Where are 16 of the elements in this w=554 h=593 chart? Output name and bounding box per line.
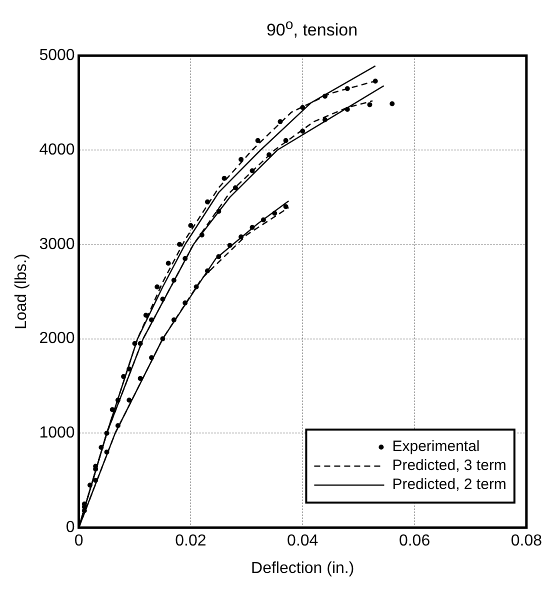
y-tick-label: 2000 <box>39 330 75 348</box>
y-tick-label: 1000 <box>39 424 75 442</box>
x-tick-label: 0.08 <box>510 532 542 550</box>
legend-label: Experimental <box>392 438 480 456</box>
legend-label: Predicted, 2 term <box>392 476 506 494</box>
y-tick-label: 0 <box>66 519 75 536</box>
y-tick-label: 3000 <box>39 236 75 253</box>
chart-title: 90$^{o}$, tension <box>265 16 359 42</box>
x-tick-label: 0.02 <box>175 532 206 550</box>
y-tick-label: 5000 <box>39 47 75 64</box>
legend-label: Predicted, 3 term <box>392 457 506 474</box>
y-axis-title: Load (lbs.) <box>13 254 30 330</box>
y-tick-label: 4000 <box>39 141 75 158</box>
x-tick-label: 0.06 <box>398 532 430 550</box>
x-tick-label: 0.04 <box>287 532 318 550</box>
x-axis-title: Deflection (in.) <box>251 560 354 577</box>
